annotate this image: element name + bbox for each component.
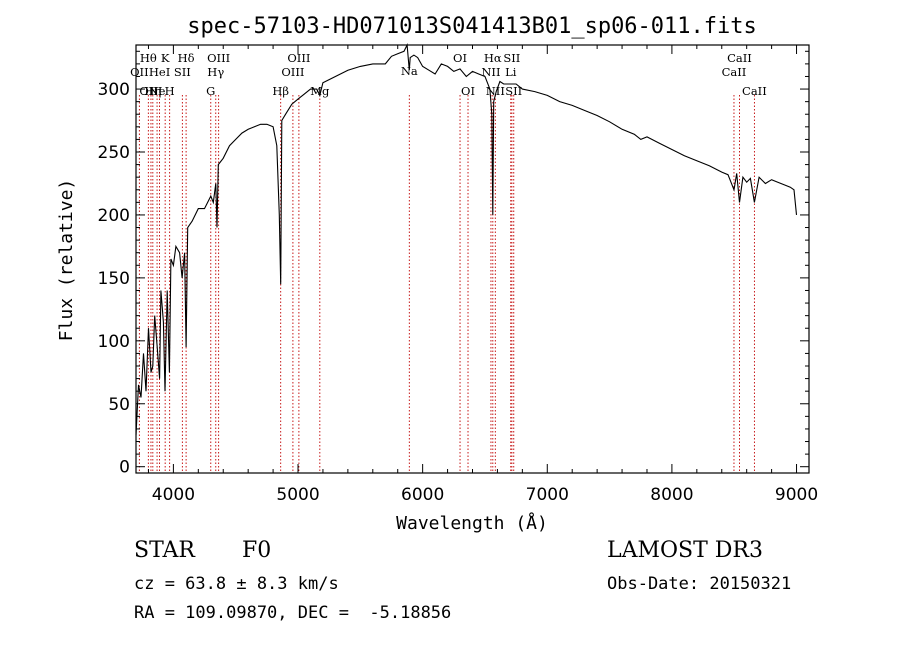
marker-label: Na [401,64,418,78]
marker-label: SII [503,51,520,65]
x-tick-label: 8000 [650,485,693,505]
marker-label: Mg [310,84,330,98]
marker-label: OI [461,84,475,98]
marker-label: Hα [484,51,502,65]
marker-label: CaII [722,65,747,79]
object-class: STAR [134,538,195,563]
x-tick-label: 7000 [526,485,569,505]
marker-label: Hδ [178,51,195,65]
plot-frame [135,44,810,474]
x-tick-label: 5000 [276,485,319,505]
spectrum-line [135,42,798,436]
marker-label: OI [453,51,467,65]
survey-name: LAMOST DR3 [607,538,763,563]
marker-label: Hγ [207,65,224,79]
marker-label: Hθ [140,51,157,65]
redshift-value: cz = 63.8 ± 8.3 km/s [134,574,339,594]
marker-label: H [165,84,175,98]
y-axis-label: Flux (relative) [56,179,77,342]
y-axis-ticks: 0 50 100 150 200 250 300 [98,50,809,478]
marker-label: G [206,84,215,98]
object-subclass: F0 [242,538,272,563]
y-tick-label: 100 [98,332,130,352]
marker-label: OIII [287,51,310,65]
marker-label: Ne [149,84,166,98]
marker-label: Hβ [272,84,289,98]
marker-label: OII [130,65,149,79]
y-tick-label: 0 [119,458,130,478]
x-axis-label: Wavelength (Å) [396,512,548,534]
chart-title: spec-57103-HD071013S041413B01_sp06-011.f… [187,14,757,39]
x-tick-label: 4000 [152,485,195,505]
marker-label: Li [505,65,517,79]
coordinates: RA = 109.09870, DEC = -5.18856 [134,603,452,623]
marker-label: K [161,51,170,65]
y-tick-label: 50 [108,395,130,415]
marker-label: OIII [139,84,162,98]
spectral-line-markers: OIIHθOIIIHηNeHeIKHSIIHδGHγOIIIHβOIIIOIII… [130,51,767,473]
marker-label: SII [174,65,191,79]
y-tick-label: 150 [98,269,130,289]
y-tick-label: 200 [98,206,130,226]
x-tick-label: 9000 [775,485,818,505]
marker-label: OIII [281,65,304,79]
marker-label: CaII [727,51,752,65]
observation-date: Obs-Date: 20150321 [607,574,792,594]
y-tick-label: 300 [98,80,130,100]
marker-label: CaII [742,84,767,98]
marker-label: OIII [207,51,230,65]
x-tick-label: 6000 [401,485,444,505]
x-axis-ticks: 4000 5000 6000 7000 8000 9000 [147,45,818,505]
y-tick-label: 250 [98,143,130,163]
marker-label: NII [481,65,500,79]
marker-label: SII [505,84,522,98]
marker-label: HeI [149,65,170,79]
marker-label: Hη [144,84,161,98]
